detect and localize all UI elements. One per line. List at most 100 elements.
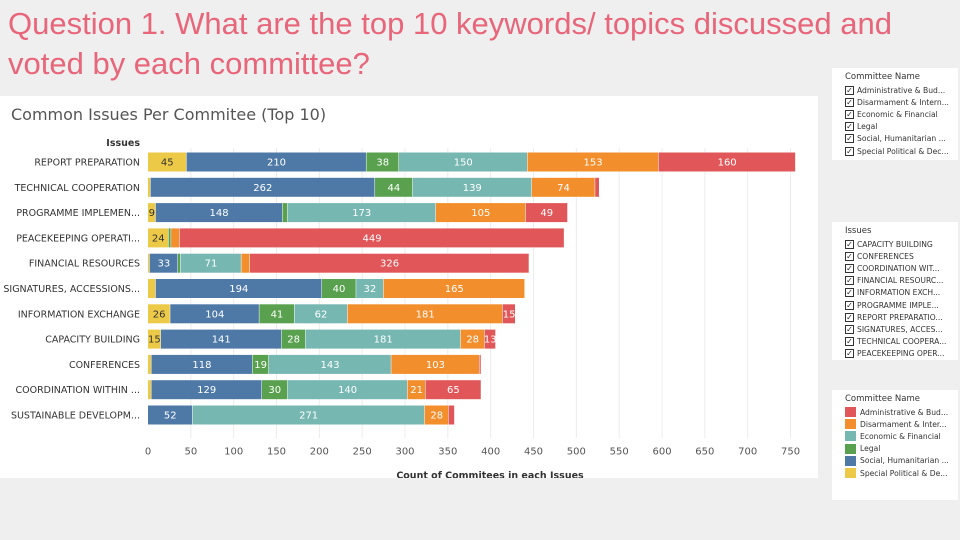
x-tick-label: 300	[395, 446, 414, 457]
bar-data-label: 33	[157, 259, 170, 270]
bar-segment	[383, 279, 525, 298]
issues-filter-item[interactable]: ✓ SIGNATURES, ACCES...	[832, 323, 958, 335]
bar-data-label: 28	[287, 335, 300, 346]
legend-item[interactable]: Social, Humanitarian ...	[832, 455, 958, 467]
committee-filter-item[interactable]: ✓ Administrative & Bud...	[832, 84, 958, 96]
bar-data-label: 118	[192, 360, 211, 371]
legend-swatch	[845, 455, 856, 466]
issues-filter-label: PROGRAMME IMPLE...	[857, 300, 939, 310]
bar-segment	[168, 228, 171, 248]
legend-label: Special Political & De...	[860, 468, 948, 478]
bar-segment	[281, 329, 306, 349]
color-legend-list: Administrative & Bud... Disarmament & Int…	[832, 406, 958, 479]
issues-filter-item[interactable]: ✓ FINANCIAL RESOURC...	[832, 275, 958, 287]
bar-segment	[148, 405, 193, 425]
checkbox-icon[interactable]: ✓	[845, 324, 854, 334]
checkbox-icon[interactable]: ✓	[845, 288, 854, 298]
bar-data-label: 24	[152, 233, 165, 244]
bar-segment	[252, 354, 269, 374]
committee-filter-label: Economic & Financial	[857, 109, 938, 119]
checkbox-icon[interactable]: ✓	[845, 276, 854, 286]
bar-data-label: 153	[584, 158, 603, 169]
bar-data-label: 40	[333, 284, 346, 295]
issues-filter-item[interactable]: ✓ INFORMATION EXCH...	[832, 287, 958, 299]
x-tick-label: 600	[652, 446, 671, 457]
category-label: CONFERENCES	[69, 360, 140, 371]
issues-filter-panel: Issues ✓ CAPACITY BUILDING ✓ CONFERENCES ✓ CO…	[832, 222, 958, 360]
legend-item[interactable]: Economic & Financial	[832, 430, 958, 442]
issues-filter-title: Issues	[845, 226, 872, 236]
bar-data-label: 65	[447, 385, 460, 396]
committee-filter-label: Social, Humanitarian ...	[857, 134, 946, 144]
bar-segment	[151, 354, 253, 374]
committee-filter-label: Administrative & Bud...	[857, 85, 946, 95]
legend-label: Disarmament & Inter...	[860, 419, 947, 429]
legend-label: Legal	[860, 444, 881, 454]
bar-segment	[180, 253, 241, 273]
committee-filter-item[interactable]: ✓ Disarmament & Intern...	[832, 96, 958, 108]
checkbox-icon[interactable]: ✓	[845, 97, 854, 107]
issues-filter-label: PEACEKEEPING OPER...	[857, 349, 945, 359]
legend-swatch	[845, 443, 856, 454]
issues-filter-item[interactable]: ✓ CONFERENCES	[832, 250, 958, 262]
bar-segment	[479, 354, 481, 374]
bar-segment	[460, 329, 485, 349]
bar-segment	[148, 380, 151, 400]
issues-filter-item[interactable]: ✓ TECHNICAL COOPERA...	[832, 336, 958, 348]
bar-segment	[259, 304, 294, 324]
checkbox-icon[interactable]: ✓	[845, 239, 854, 249]
bar-data-label: 28	[466, 335, 479, 346]
bar-data-label: 38	[376, 158, 389, 169]
committee-filter-item[interactable]: ✓ Economic & Financial	[832, 108, 958, 120]
committee-filter-item[interactable]: ✓ Legal	[832, 121, 958, 133]
checkbox-icon[interactable]: ✓	[845, 312, 854, 322]
committee-filter-item[interactable]: ✓ Social, Humanitarian ...	[832, 133, 958, 145]
checkbox-icon[interactable]: ✓	[845, 263, 854, 273]
category-label: INFORMATION EXCHANGE	[18, 309, 140, 320]
bar-segment	[192, 405, 425, 425]
issues-filter-label: SIGNATURES, ACCES...	[857, 324, 943, 334]
chart-title: Common Issues Per Commitee (Top 10)	[11, 105, 326, 124]
bar-segment	[179, 228, 564, 248]
bar-segment	[148, 354, 151, 374]
issues-filter-label: TECHNICAL COOPERA...	[857, 337, 947, 347]
checkbox-icon[interactable]: ✓	[845, 146, 854, 156]
bar-segment	[391, 354, 480, 374]
bar-data-label: 103	[426, 360, 445, 371]
bar-data-label: 105	[471, 208, 490, 219]
bar-data-label: 15	[148, 335, 161, 346]
color-legend-title: Committee Name	[845, 394, 920, 404]
checkbox-icon[interactable]: ✓	[845, 251, 854, 261]
bar-segment	[150, 177, 375, 197]
checkbox-icon[interactable]: ✓	[845, 109, 854, 119]
category-label: SIGNATURES, ACCESSIONS...	[3, 284, 140, 295]
issues-filter-item[interactable]: ✓ CAPACITY BUILDING	[832, 238, 958, 250]
x-tick-label: 350	[438, 446, 457, 457]
issues-filter-item[interactable]: ✓ REPORT PREPARATIO...	[832, 311, 958, 323]
bar-segment	[287, 380, 408, 400]
checkbox-icon[interactable]: ✓	[845, 122, 854, 132]
bar-segment	[261, 380, 288, 400]
legend-item[interactable]: Administrative & Bud...	[832, 406, 958, 418]
bar-data-label: 141	[212, 335, 231, 346]
checkbox-icon[interactable]: ✓	[845, 349, 854, 359]
bar-segment	[155, 203, 283, 223]
checkbox-icon[interactable]: ✓	[845, 134, 854, 144]
issues-filter-item[interactable]: ✓ COORDINATION WIT...	[832, 262, 958, 274]
checkbox-icon[interactable]: ✓	[845, 300, 854, 310]
issues-filter-item[interactable]: ✓ PROGRAMME IMPLE...	[832, 299, 958, 311]
checkbox-icon[interactable]: ✓	[845, 85, 854, 95]
bar-data-label: 30	[268, 385, 281, 396]
issues-filter-label: CONFERENCES	[857, 251, 914, 261]
bar-segment	[294, 304, 348, 324]
legend-item[interactable]: Special Political & De...	[832, 467, 958, 479]
legend-label: Social, Humanitarian ...	[860, 456, 949, 466]
issues-filter-item[interactable]: ✓ PEACEKEEPING OPER...	[832, 348, 958, 360]
bar-data-label: 52	[164, 411, 177, 422]
committee-filter-item[interactable]: ✓ Special Political & Dec...	[832, 145, 958, 157]
checkbox-icon[interactable]: ✓	[845, 337, 854, 347]
bar-data-label: 148	[210, 208, 229, 219]
legend-item[interactable]: Disarmament & Inter...	[832, 418, 958, 430]
x-tick-label: 500	[567, 446, 586, 457]
legend-item[interactable]: Legal	[832, 443, 958, 455]
